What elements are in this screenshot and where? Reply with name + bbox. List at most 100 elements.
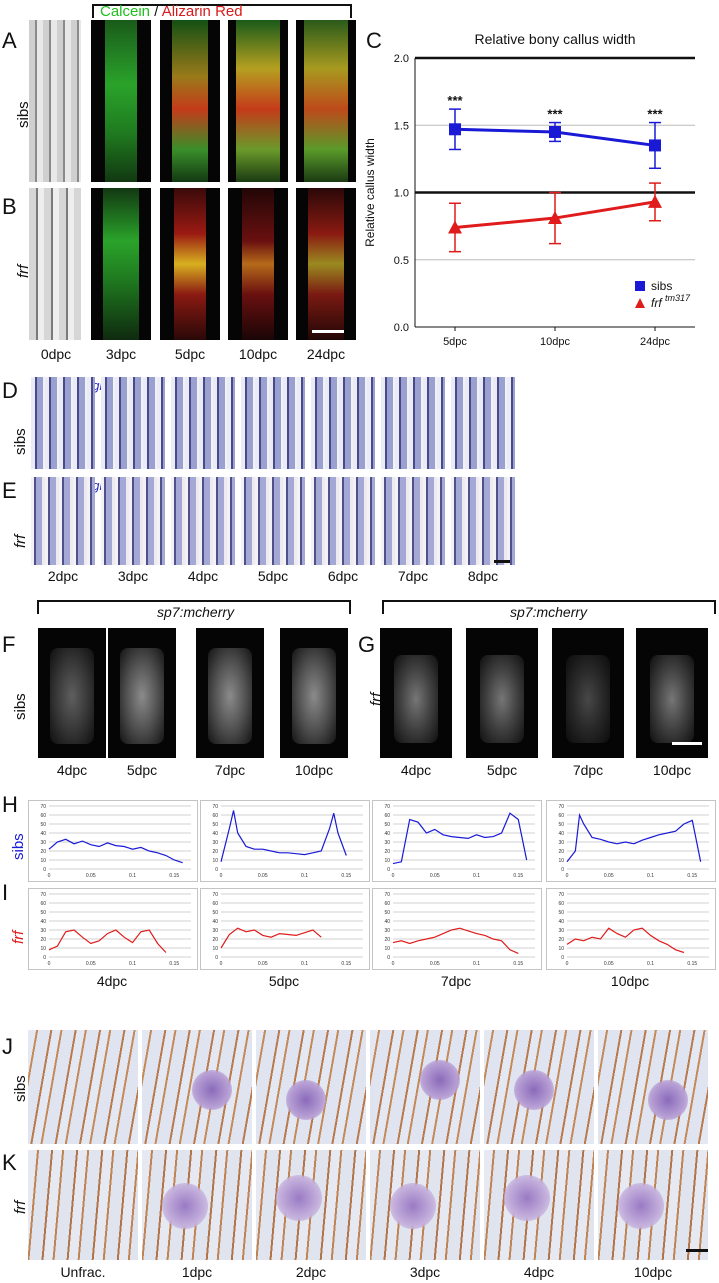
y-tick-4: 40	[212, 919, 218, 925]
y-tick-7: 70	[40, 892, 46, 898]
sp7-bracket-g	[382, 600, 716, 614]
significance-2: ***	[647, 107, 663, 122]
sp7-header-f: sp7:mcherry	[157, 604, 235, 620]
frf-profile-chart-0: 0 10 20 30 40 50 60 70 0 0.05 0.1 0.15	[28, 888, 198, 970]
image-k-spot-2	[276, 1175, 322, 1221]
x-tick-label-2: 24dpc	[640, 336, 670, 348]
point-sibs-2	[649, 139, 661, 152]
x-tick-3: 0.15	[513, 961, 523, 967]
y-tick-2: 20	[40, 849, 46, 855]
image-j-spot-3	[420, 1060, 460, 1100]
image-k-0	[28, 1150, 138, 1260]
y-tick-4: 40	[558, 831, 564, 837]
frf-profile-chart-3: 0 10 20 30 40 50 60 70 0 0.05 0.1 0.15	[546, 888, 716, 970]
y-tick-6: 60	[558, 813, 564, 819]
g-day-1: 5dpc	[486, 762, 518, 778]
y-tick-5: 50	[212, 822, 218, 828]
y-tick-6: 60	[384, 813, 390, 819]
y-tick-5: 50	[40, 910, 46, 916]
g-day-0: 4dpc	[400, 762, 432, 778]
y-tick-3: 30	[40, 928, 46, 934]
y-tick-6: 60	[40, 813, 46, 819]
y-tick-0: 0	[387, 867, 390, 873]
x-tick-3: 0.15	[341, 961, 351, 967]
y-tick-7: 70	[40, 804, 46, 810]
frf-profile-chart-2: 0 10 20 30 40 50 60 70 0 0.05 0.1 0.15	[372, 888, 542, 970]
y-tick-1: 10	[558, 946, 564, 952]
panel-letter-h: H	[2, 792, 18, 817]
y-tick-5: 50	[384, 822, 390, 828]
y-tick-3: 30	[558, 840, 564, 846]
sibs-profile-chart-2: 0 10 20 30 40 50 60 70 0 0.05 0.1 0.15	[372, 800, 542, 882]
y-tick-1: 10	[40, 858, 46, 864]
y-tick-7: 70	[212, 804, 218, 810]
image-d-0	[31, 377, 95, 469]
y-tick-3: 30	[212, 928, 218, 934]
hi-day-2: 7dpc	[440, 973, 472, 989]
x-tick-2: 0.1	[647, 873, 654, 879]
y-tick-3: 30	[40, 840, 46, 846]
sibs-profile-chart-3: 0 10 20 30 40 50 60 70 0 0.05 0.1 0.15	[546, 800, 716, 882]
f-day-2: 7dpc	[214, 762, 246, 778]
image-f-signal-1	[120, 648, 164, 744]
y-tick-3: 30	[384, 928, 390, 934]
hi-day-0: 4dpc	[96, 973, 128, 989]
y-tick-7: 70	[558, 804, 564, 810]
chart-c-title: Relative bony callus width	[474, 31, 635, 47]
de-day-5: 7dpc	[397, 568, 429, 584]
profile-line	[392, 812, 528, 865]
y-tick-7: 70	[558, 892, 564, 898]
de-day-6: 8dpc	[467, 568, 499, 584]
y-tick-2: 20	[40, 937, 46, 943]
y-tick-0: 0	[387, 955, 390, 961]
y-tick-0: 0	[215, 955, 218, 961]
panel-letter-i: I	[2, 880, 9, 905]
y-tick-0: 0	[43, 955, 46, 961]
x-tick-2: 0.1	[473, 873, 480, 879]
image-a-3dpc	[91, 20, 151, 182]
x-tick-1: 0.05	[430, 961, 440, 967]
sp7-header-g: sp7:mcherry	[510, 604, 588, 620]
y-tick-4: 40	[40, 919, 46, 925]
significance-0: ***	[447, 93, 463, 108]
y-tick-1: 10	[212, 946, 218, 952]
point-frf-1	[548, 211, 562, 225]
panel-letter-e: E	[2, 478, 17, 503]
de-day-3: 5dpc	[257, 568, 289, 584]
image-g-signal-2	[566, 655, 610, 743]
x-tick-0: 0	[392, 961, 395, 967]
image-e-1	[101, 477, 165, 565]
y-tick-6: 60	[558, 901, 564, 907]
x-tick-3: 0.15	[687, 873, 697, 879]
y-tick-2: 20	[384, 849, 390, 855]
y-tick-0: 0	[561, 867, 564, 873]
f-day-3: 10dpc	[294, 762, 334, 778]
image-b-10dpc	[228, 188, 288, 340]
image-k-spot-4	[504, 1175, 550, 1221]
chart-c-ylabel: Relative callus width	[363, 138, 377, 247]
y-tick-0: 0	[561, 955, 564, 961]
alizarin-label: Alizarin Red	[161, 3, 243, 20]
y-tick-7: 70	[384, 804, 390, 810]
profile-line	[566, 812, 702, 863]
profile-line	[566, 927, 685, 954]
row-label-sibs-f: sibs	[12, 693, 29, 720]
panel-letter-b: B	[2, 194, 17, 219]
g-day-3: 10dpc	[652, 762, 692, 778]
y-tick-4: 40	[40, 831, 46, 837]
point-sibs-0	[449, 123, 461, 136]
legend-marker-frf	[635, 298, 645, 308]
image-a-24dpc	[296, 20, 356, 182]
image-b-3dpc	[91, 188, 151, 340]
de-day-1: 3dpc	[117, 568, 149, 584]
image-f-signal-2	[208, 648, 252, 744]
profile-line	[48, 838, 183, 864]
legend-marker-sibs	[635, 281, 645, 291]
g-day-2: 7dpc	[572, 762, 604, 778]
image-g-signal-0	[394, 655, 438, 743]
x-tick-0: 0	[220, 961, 223, 967]
image-e-5	[381, 477, 445, 565]
point-frf-2	[648, 194, 662, 208]
y-tick-label-2: 1.0	[394, 188, 409, 200]
image-e-6	[451, 477, 515, 565]
